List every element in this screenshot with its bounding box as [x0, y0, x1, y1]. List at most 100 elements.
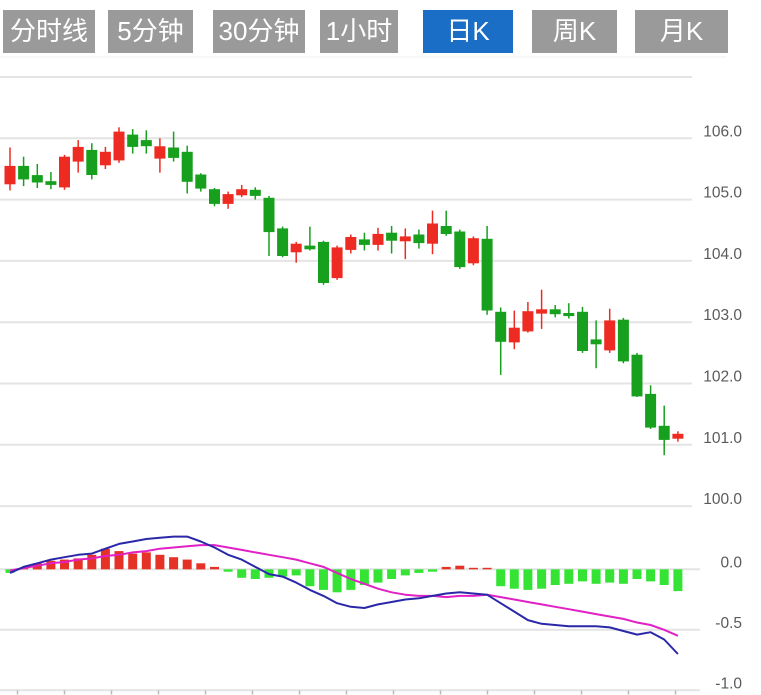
- candle: [413, 229, 425, 249]
- candle-body: [536, 309, 548, 314]
- macd-bar: [332, 569, 342, 593]
- candle: [577, 306, 588, 353]
- timeframe-tabbar: 分时线 5分钟 30分钟 1小时 日K 周K 月K: [0, 0, 761, 55]
- dif-layer: [9, 535, 679, 655]
- candles-layer: [4, 127, 684, 456]
- candle-body: [318, 241, 329, 283]
- macd-bar: [141, 552, 151, 570]
- candle-body: [168, 147, 180, 158]
- candle: [181, 145, 193, 194]
- tab-5min[interactable]: 5分钟: [108, 10, 193, 53]
- candle-body: [427, 223, 438, 244]
- macd-bar: [373, 569, 383, 583]
- candle: [263, 195, 275, 256]
- macd-bar: [428, 569, 437, 572]
- candle: [99, 146, 111, 169]
- tab-30min[interactable]: 30分钟: [213, 10, 305, 53]
- macd-bar: [100, 548, 110, 570]
- y-axis-label: 100.0: [703, 491, 742, 508]
- macd-bar: [400, 569, 410, 576]
- candle-body: [209, 189, 220, 204]
- dif-line: [9, 535, 679, 655]
- candle: [290, 241, 302, 263]
- macd-bar: [5, 569, 15, 573]
- candle-body: [658, 425, 670, 440]
- candle-body: [127, 134, 139, 147]
- tab-minute-line[interactable]: 分时线: [3, 10, 95, 53]
- candle-body: [645, 393, 657, 428]
- candle-body: [45, 181, 57, 185]
- y-axis-label: -0.5: [715, 615, 742, 632]
- candle-body: [495, 311, 507, 342]
- candle: [372, 227, 384, 251]
- candle-body: [304, 245, 316, 250]
- candle: [536, 289, 548, 329]
- candle: [113, 127, 125, 163]
- macd-bar: [237, 569, 247, 578]
- macd-bar: [250, 569, 260, 579]
- candle-body: [263, 197, 275, 233]
- macd-histogram-layer: [5, 548, 683, 593]
- macd-bar: [196, 563, 206, 570]
- candle-body: [386, 232, 398, 241]
- candle: [617, 317, 629, 364]
- candle: [645, 385, 657, 429]
- candle: [277, 226, 289, 258]
- tab-weekly-k[interactable]: 周K: [532, 10, 617, 53]
- candle: [590, 320, 602, 369]
- candle: [127, 129, 139, 154]
- candle: [522, 302, 534, 333]
- macd-bar: [564, 569, 574, 584]
- macd-bar: [441, 566, 451, 570]
- candle: [631, 352, 643, 397]
- candle: [331, 245, 343, 280]
- candle-body: [413, 234, 425, 244]
- candle-body: [549, 309, 561, 315]
- macd-bar: [632, 569, 642, 579]
- dea-layer: [9, 544, 679, 637]
- macd-bar: [155, 554, 165, 570]
- macd-bar: [509, 569, 519, 589]
- macd-bar: [523, 569, 533, 590]
- candle-body: [563, 313, 575, 317]
- candle-body: [154, 146, 166, 159]
- macd-bar: [210, 566, 219, 570]
- macd-bar: [591, 569, 601, 584]
- macd-bar: [359, 569, 369, 585]
- macd-bar: [182, 559, 192, 570]
- tab-1hour[interactable]: 1小时: [320, 10, 398, 53]
- candle-body: [99, 151, 111, 166]
- y-axis-label: 106.0: [703, 123, 742, 140]
- macd-bar: [482, 567, 492, 570]
- candle-body: [4, 165, 16, 185]
- candle-body: [236, 189, 248, 196]
- tab-daily-k[interactable]: 日K: [423, 10, 513, 53]
- macd-bar: [319, 569, 328, 590]
- macd-bar: [673, 569, 683, 592]
- candle-body: [467, 238, 479, 264]
- candle-body: [181, 151, 193, 182]
- candle-body: [617, 319, 629, 362]
- candle-body: [18, 165, 30, 180]
- candle: [495, 307, 507, 375]
- macd-bar: [496, 569, 506, 587]
- candle-body: [399, 236, 411, 242]
- y-axis-label: 102.0: [703, 369, 742, 386]
- candle: [31, 164, 43, 188]
- candle-body: [522, 311, 534, 332]
- candle: [318, 240, 329, 285]
- candle: [454, 229, 466, 269]
- tab-monthly-k[interactable]: 月K: [635, 10, 728, 53]
- y-axis-label: 103.0: [703, 307, 742, 324]
- candle-body: [631, 354, 643, 397]
- y-axis-label: 0.0: [720, 554, 742, 571]
- candle-body: [577, 311, 588, 351]
- candle-body: [454, 231, 466, 268]
- candle-body: [86, 149, 98, 175]
- y-axis-label: 105.0: [703, 185, 742, 202]
- candle: [72, 140, 84, 173]
- macd-bar: [278, 569, 288, 577]
- candle: [222, 191, 234, 209]
